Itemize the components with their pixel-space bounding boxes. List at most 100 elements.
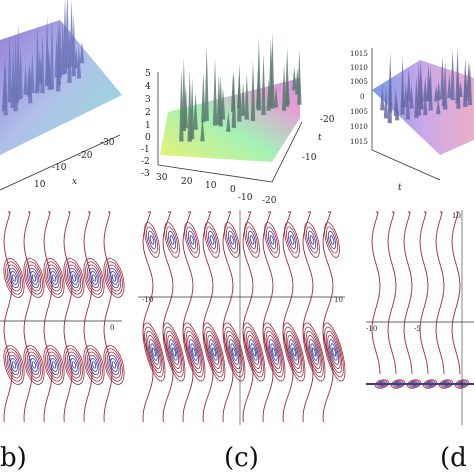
contour-ellipse — [204, 326, 224, 378]
contour-ellipse — [66, 264, 82, 292]
surface-spike — [18, 45, 23, 99]
contour-ellipse — [106, 351, 122, 379]
x-axis-d — [371, 149, 441, 181]
y-axis-c — [271, 121, 303, 183]
contour-ellipse — [148, 339, 160, 365]
contour-ellipse — [146, 226, 158, 254]
contour-ellipse — [45, 348, 63, 382]
surface-tick-b-3: 10 — [34, 180, 46, 190]
contour-line — [435, 211, 445, 375]
surface-tick-c-14: -20 — [262, 196, 277, 206]
contour-ellipse — [88, 267, 100, 289]
contour-ellipse — [290, 343, 298, 361]
contour-ellipse — [304, 326, 324, 378]
surface-tick-b-2: -10 — [52, 163, 67, 173]
surface-tick-c-12: 0 — [230, 185, 236, 195]
contour-ellipse — [287, 334, 301, 370]
contour-line — [202, 211, 214, 423]
contour-ellipse — [209, 235, 215, 245]
contour-ellipse — [26, 264, 42, 292]
contour-line — [262, 211, 274, 423]
contour-ellipse — [46, 264, 62, 292]
contour-line — [23, 211, 33, 423]
surface-spikes-c — [179, 32, 302, 142]
contour-line — [387, 211, 397, 375]
contour-ellipse — [392, 380, 404, 388]
contour-ellipse — [250, 343, 258, 361]
surface-spike — [237, 63, 242, 122]
contour-ellipse — [152, 347, 156, 357]
contour-ellipse — [262, 322, 286, 382]
contour-ellipse — [227, 230, 237, 250]
contour-ellipse — [208, 339, 220, 365]
surface-plot-d: 1015 1010 1005 0 1005 1010 1015 t — [350, 47, 474, 193]
contour-line — [403, 211, 413, 375]
contour-line — [3, 211, 13, 423]
contour-ellipse — [144, 222, 160, 258]
contour-ellipse — [71, 361, 77, 369]
surface-spike — [200, 116, 205, 142]
surface-spike — [193, 91, 198, 130]
contour-tick-c-1: 10 — [334, 296, 343, 304]
contour-ellipse — [6, 351, 22, 379]
contour-ellipse — [147, 230, 157, 250]
contour-ellipse — [105, 261, 123, 295]
contour-ellipse — [10, 271, 18, 285]
contour-ellipse — [91, 274, 97, 282]
surface-spike — [297, 49, 302, 105]
contour-ellipse — [308, 339, 320, 365]
contour-plot-b: 0 — [0, 211, 125, 423]
surface-spike — [428, 65, 433, 111]
contour-ellipse — [244, 222, 260, 258]
contour-ellipse — [103, 258, 125, 298]
contour-ellipse — [66, 351, 82, 379]
contour-ellipse — [264, 222, 280, 258]
contour-ellipse — [88, 354, 100, 376]
surface-spike — [456, 71, 461, 109]
contour-tick-d-2: 10 — [452, 212, 461, 220]
contour-ellipse — [230, 343, 238, 361]
surface-spike — [281, 64, 287, 111]
contour-ellipse — [90, 358, 98, 372]
caption-c: (c) — [224, 443, 259, 473]
surface-tick-c-13: -10 — [238, 193, 253, 203]
contour-ellipse — [284, 326, 304, 378]
contour-ellipse — [83, 258, 105, 298]
contour-ellipse — [186, 226, 198, 254]
contour-ellipse — [63, 258, 85, 298]
contour-ellipse — [167, 334, 181, 370]
surface-tick-d-5: 1010 — [350, 123, 368, 131]
contour-ellipse — [43, 345, 65, 385]
surface-spike — [71, 14, 77, 77]
contour-ellipse — [267, 230, 277, 250]
contour-ellipse — [306, 226, 318, 254]
surface-tick-c-11: 10 — [205, 181, 217, 191]
contour-ellipse — [269, 235, 275, 245]
contour-tick-d-1: -5 — [414, 325, 421, 333]
surface-tick-c-9: 30 — [156, 173, 168, 183]
surface-axis-label-b: x — [72, 177, 77, 187]
contour-ellipse — [202, 322, 226, 382]
contour-ellipse — [184, 222, 200, 258]
contour-ellipse — [226, 226, 238, 254]
surface-tick-c-16: -10 — [302, 153, 317, 163]
surface-spike — [388, 52, 393, 113]
surface-tick-c-10: 20 — [181, 177, 193, 187]
contour-ellipse — [252, 347, 256, 357]
surface-spike — [28, 69, 33, 104]
contour-line — [43, 211, 53, 423]
contour-ellipse — [292, 347, 296, 357]
contour-ellipse — [111, 361, 117, 369]
surface-spike — [240, 81, 246, 116]
surface-spikes-d — [380, 47, 473, 124]
surface-tick-c-4: 1 — [145, 121, 151, 131]
contour-ellipse — [288, 339, 300, 365]
surface-tick-d-2: 1005 — [350, 78, 368, 86]
contour-ellipse — [162, 322, 186, 382]
contour-ellipse — [207, 230, 217, 250]
contour-ellipse — [3, 345, 25, 385]
contour-ellipse — [110, 358, 118, 372]
contour-ellipse — [307, 230, 317, 250]
surface-spike — [418, 59, 423, 109]
surface-spike — [226, 111, 231, 132]
